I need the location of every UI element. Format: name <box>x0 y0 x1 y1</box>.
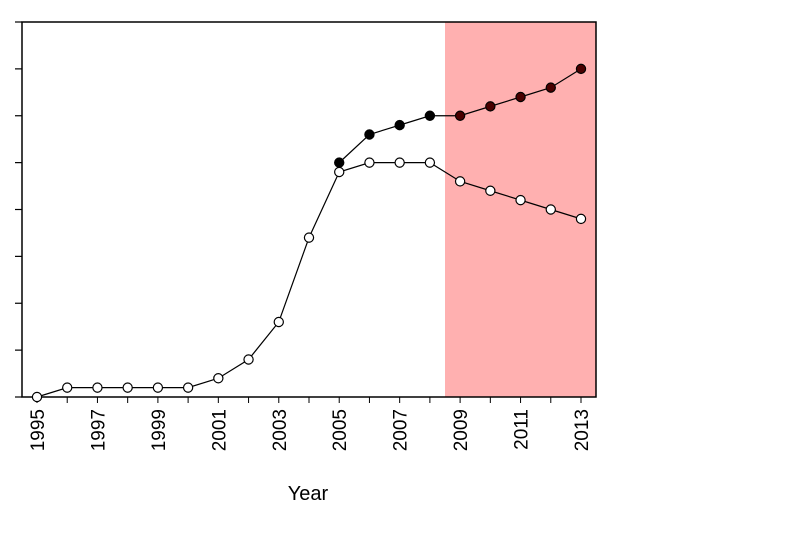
filled-data-point <box>545 82 556 93</box>
x-tick-label: 1995 <box>28 409 49 451</box>
open-data-point <box>303 232 315 243</box>
open-data-point <box>243 354 254 365</box>
filled-data-point <box>515 91 526 103</box>
open-data-point <box>424 157 436 168</box>
x-tick-label: 2007 <box>391 409 412 451</box>
filled-data-point <box>454 110 466 121</box>
x-tick-label: 1997 <box>88 409 109 451</box>
open-data-point <box>334 166 345 178</box>
filled-data-point <box>424 110 436 121</box>
open-data-point <box>515 194 526 206</box>
open-data-point <box>485 185 496 196</box>
filled-data-point <box>334 157 345 168</box>
open-data-point <box>394 157 405 168</box>
open-data-point <box>273 316 284 328</box>
x-tick-label: 1999 <box>149 409 170 451</box>
open-data-point <box>545 204 556 215</box>
filled-data-point <box>394 119 405 131</box>
x-tick-label: 2009 <box>451 409 472 451</box>
open-data-point <box>152 382 164 393</box>
filled-data-point <box>364 129 375 140</box>
open-data-point <box>364 157 375 168</box>
x-tick-label: 2011 <box>512 409 533 450</box>
x-tick-label: 2013 <box>572 409 593 451</box>
series-points <box>31 63 587 403</box>
open-data-point <box>31 391 43 403</box>
filled-data-point <box>485 101 496 112</box>
open-data-point <box>92 382 103 393</box>
x-axis-label: Year <box>288 483 329 505</box>
open-data-point <box>575 213 587 225</box>
open-data-point <box>454 176 466 187</box>
projection-shaded-region <box>445 22 596 397</box>
filled-data-point <box>575 63 587 75</box>
open-data-point <box>213 373 224 384</box>
open-data-point <box>182 382 194 393</box>
x-tick-label: 2001 <box>209 409 230 451</box>
axes: 1995 1997 1999 2001 2003 2005 2007 2009 2011 2013 <box>15 21 597 451</box>
open-data-point <box>122 382 133 393</box>
open-data-point <box>62 382 73 393</box>
x-tick-label: 2003 <box>270 409 291 451</box>
x-tick-label: 2005 <box>330 409 351 451</box>
